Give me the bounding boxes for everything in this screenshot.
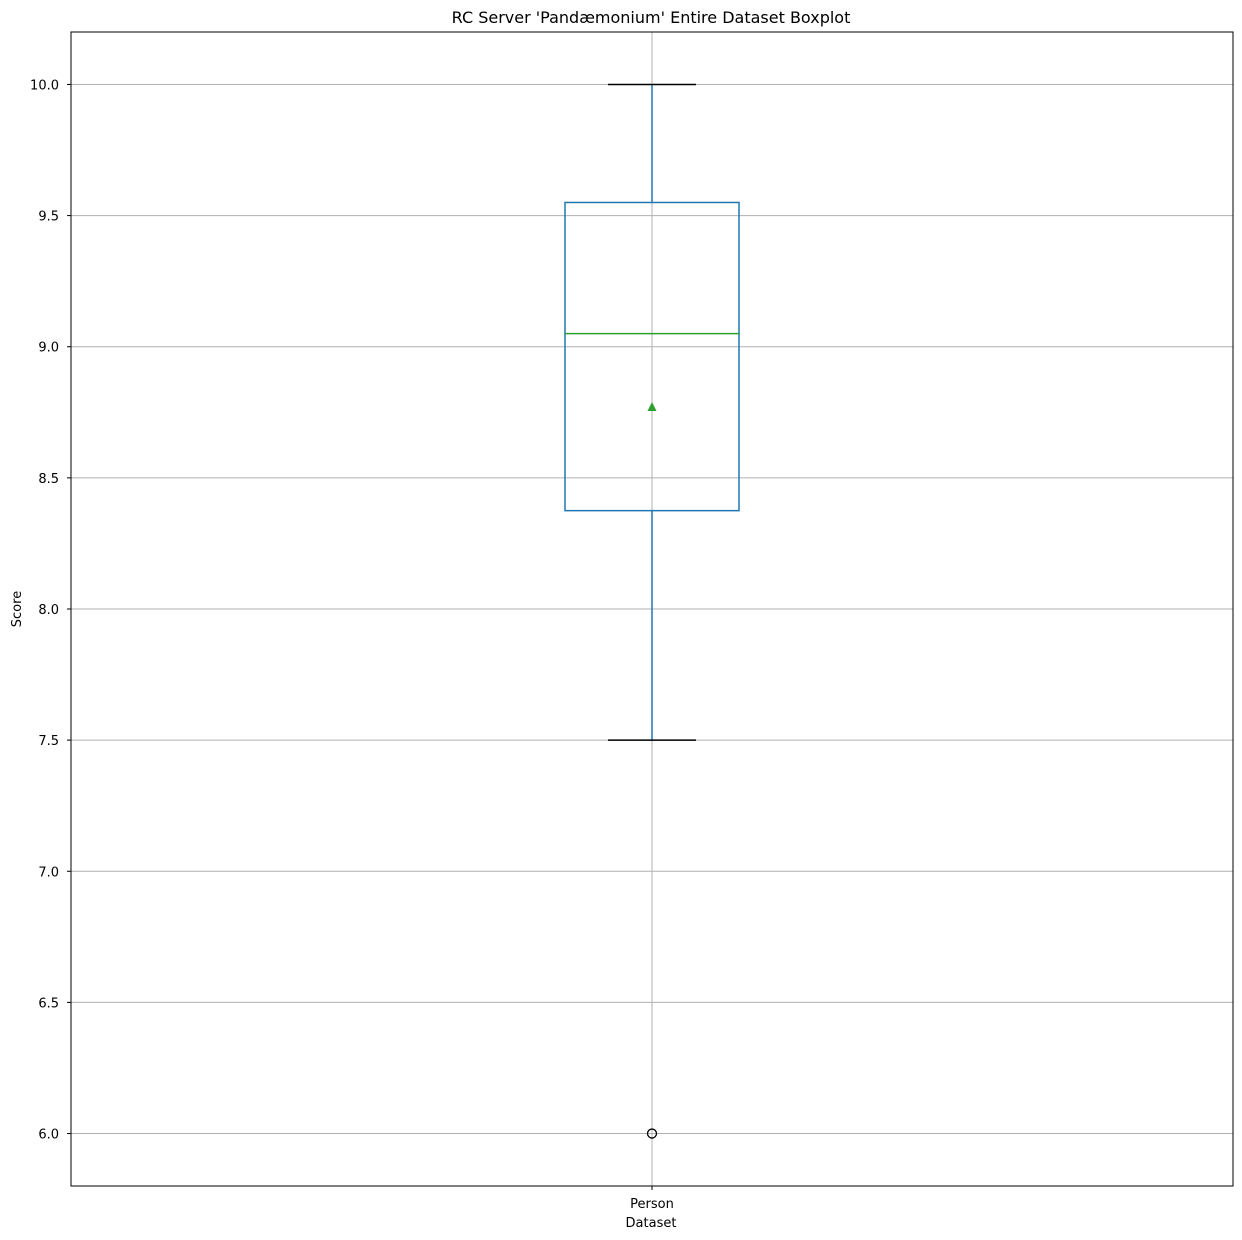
y-axis-ticks: 6.0 6.5 7.0 7.5 8.0 8.5 9.0 9.5 10.0 (30, 78, 71, 1143)
y-tick-label: 7.5 (38, 734, 59, 749)
chart-title: RC Server 'Pandæmonium' Entire Dataset B… (452, 8, 851, 27)
y-tick-label: 6.0 (38, 1128, 59, 1143)
x-axis-label: Dataset (626, 1216, 677, 1231)
y-tick-label: 8.5 (38, 472, 59, 487)
plot-marks (564, 83, 740, 1139)
y-tick-label: 6.5 (38, 996, 59, 1011)
y-tick-label: 7.0 (38, 865, 59, 880)
y-tick-label: 10.0 (30, 78, 59, 93)
iqr-box (564, 201, 740, 512)
y-tick-label: 8.0 (38, 603, 59, 618)
mean-marker (647, 402, 657, 412)
x-tick-label: Person (630, 1197, 674, 1212)
y-tick-label: 9.0 (38, 341, 59, 356)
outlier-point (646, 1128, 658, 1139)
y-axis-label: Score (10, 591, 25, 627)
y-tick-label: 9.5 (38, 210, 59, 225)
x-axis-ticks: Person (630, 1186, 674, 1212)
